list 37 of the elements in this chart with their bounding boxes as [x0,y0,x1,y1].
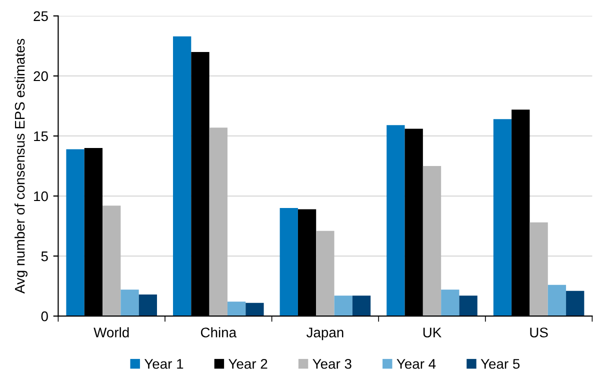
bar [138,294,157,316]
bar [334,296,352,316]
x-tick-label: China [200,327,237,338]
bar [280,208,298,316]
bar [441,290,460,316]
bar [530,222,548,316]
x-tick-label: World [94,327,129,338]
bar [422,166,442,316]
y-tick-label: 5 [41,252,48,262]
bar [102,206,121,316]
bar [548,284,566,316]
bar [352,296,371,316]
bar [459,296,478,316]
bar [316,230,334,316]
y-tick-label: 15 [34,131,48,142]
legend-label: Year 4 [396,359,436,369]
y-tick-label: 10 [34,191,48,202]
legend-label: Year 5 [480,359,520,369]
bar [227,302,246,316]
y-tick-label: 0 [41,311,48,322]
x-tick-label: Japan [306,328,344,340]
legend-label: Year 1 [144,359,184,369]
bar [246,302,264,316]
legend-label: Year 2 [228,358,268,369]
bar [173,36,192,316]
y-tick-label: 20 [34,71,48,82]
bar [493,119,512,316]
legend-label: Year 3 [312,358,352,369]
x-tick-label: US [530,328,548,338]
x-tick-label: UK [423,328,442,338]
bar [386,125,405,316]
y-axis-title: Avg number of consensus EPS estimates [14,38,28,294]
y-tick-label: 25 [34,11,48,22]
bar [566,290,584,316]
bar [66,149,84,316]
bar [209,128,228,316]
bar [120,290,139,316]
